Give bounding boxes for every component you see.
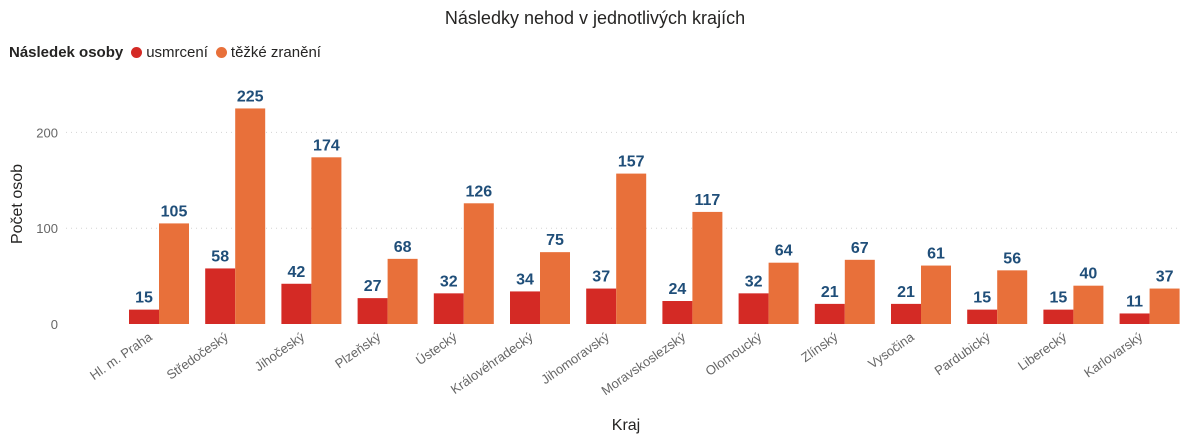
bar-usmrceni-jihomoravsky[interactable] [586,288,617,324]
bar-usmrceni-plzensky[interactable] [357,298,388,324]
legend-marker-usmrceni [131,47,143,58]
data-label-usmrceni-olomoucky: 32 [745,273,763,290]
x-axis-title: Kraj [612,417,640,434]
data-label-tezke-zraneni-pardubicky: 56 [1003,250,1021,267]
bar-tezke-zraneni-liberecky[interactable] [1073,285,1104,324]
data-label-usmrceni-moravskoslezsky: 24 [669,281,687,298]
legend-label-tezke-zraneni: těžké zranění [230,44,321,61]
data-label-tezke-zraneni-liberecky: 40 [1080,266,1098,283]
x-tick-label-pardubicky: Pardubický [932,329,994,378]
bar-usmrceni-zlinsky[interactable] [814,303,845,324]
data-label-usmrceni-hl-m-praha: 15 [135,290,153,307]
data-label-tezke-zraneni-karlovarsky: 37 [1156,269,1174,286]
data-label-usmrceni-ustecky: 32 [440,273,458,290]
bar-tezke-zraneni-zlinsky[interactable] [844,259,875,324]
legend-title: Následek osoby [9,44,124,61]
bar-tezke-zraneni-ustecky[interactable] [463,203,494,324]
data-label-usmrceni-plzensky: 27 [364,278,382,295]
bar-usmrceni-stredocesky[interactable] [205,268,236,324]
data-label-usmrceni-liberecky: 15 [1050,290,1068,307]
x-tick-label-kralovehradecky: Královéhradecký [448,329,536,397]
y-tick-label-100: 100 [36,221,58,236]
x-tick-label-moravskoslezsky: Moravskoslezský [598,329,688,398]
bar-usmrceni-pardubicky[interactable] [967,309,998,324]
bar-tezke-zraneni-karlovarsky[interactable] [1149,288,1180,324]
bar-tezke-zraneni-olomoucky[interactable] [768,262,799,324]
bar-tezke-zraneni-plzensky[interactable] [387,258,418,324]
x-axis-ticks: Hl. m. Praha Středočeský Jihočeský Plzeňský… [87,329,1146,398]
data-label-tezke-zraneni-jihocesky: 174 [313,137,340,154]
data-label-tezke-zraneni-ustecky: 126 [465,183,492,200]
data-label-tezke-zraneni-vysocina: 61 [927,246,945,263]
data-label-tezke-zraneni-jihomoravsky: 157 [618,154,645,171]
x-tick-label-vysocina: Vysočina [865,329,917,372]
bar-tezke-zraneni-pardubicky[interactable] [997,270,1028,324]
x-tick-label-olomoucky: Olomoucký [702,329,764,379]
data-label-usmrceni-kralovehradecky: 34 [516,271,534,288]
bar-tezke-zraneni-jihomoravsky[interactable] [616,173,647,324]
legend-item-usmrceni[interactable]: usmrcení [131,44,208,61]
x-tick-label-plzensky: Plzeňský [332,329,384,371]
data-label-tezke-zraneni-stredocesky: 225 [237,88,264,105]
legend: Následek osoby usmrcení těžké zranění [9,44,329,61]
bar-usmrceni-karlovarsky[interactable] [1119,313,1150,324]
bar-usmrceni-vysocina[interactable] [891,303,921,324]
legend-marker-tezke-zraneni [215,47,227,58]
data-label-tezke-zraneni-olomoucky: 64 [775,243,793,260]
legend-label-usmrceni: usmrcení [146,44,208,61]
y-axis-title: Počet osob [9,164,26,244]
data-label-usmrceni-karlovarsky: 11 [1126,293,1143,310]
bar-usmrceni-jihocesky[interactable] [281,283,312,324]
data-label-usmrceni-pardubicky: 15 [973,290,991,307]
bar-tezke-zraneni-hl-m-praha[interactable] [159,223,189,324]
data-label-usmrceni-jihocesky: 42 [288,264,306,281]
bar-usmrceni-ustecky[interactable] [433,293,464,324]
y-tick-label-0: 0 [51,317,58,332]
data-label-usmrceni-zlinsky: 21 [821,284,839,301]
chart-title: Následky nehod v jednotlivých krajích [444,8,746,28]
y-axis-ticks: 0 100 200 [36,125,58,332]
bar-tezke-zraneni-kralovehradecky[interactable] [540,252,570,324]
bar-tezke-zraneni-moravskoslezsky[interactable] [692,211,723,324]
x-tick-label-jihocesky: Jihočeský [252,329,308,374]
data-label-tezke-zraneni-kralovehradecky: 75 [546,232,564,249]
data-label-tezke-zraneni-zlinsky: 67 [851,240,869,257]
data-label-usmrceni-stredocesky: 58 [211,248,229,265]
bar-tezke-zraneni-vysocina[interactable] [921,265,951,324]
bar-tezke-zraneni-stredocesky[interactable] [235,108,266,324]
x-tick-label-liberecky: Liberecký [1015,329,1070,373]
x-tick-label-zlinsky: Zlínský [798,329,841,365]
data-label-tezke-zraneni-plzensky: 68 [394,239,412,256]
data-label-usmrceni-vysocina: 21 [897,284,915,301]
x-tick-label-karlovarsky: Karlovarský [1081,329,1146,381]
data-labels: 15 105 58 225 42 174 27 68 32 126 34 75 37 157 24 117 32… [135,88,1173,310]
x-tick-label-jihomoravsky: Jihomoravský [538,329,612,387]
x-tick-label-stredocesky: Středočeský [164,329,232,383]
data-label-tezke-zraneni-moravskoslezsky: 117 [694,192,720,209]
bar-usmrceni-liberecky[interactable] [1043,309,1074,324]
x-tick-label-hl-m-praha: Hl. m. Praha [87,329,155,383]
bar-usmrceni-olomoucky[interactable] [738,293,769,324]
legend-item-tezke-zraneni[interactable]: těžké zranění [215,44,321,61]
bars [129,108,1180,324]
y-tick-label-200: 200 [36,125,58,140]
data-label-usmrceni-jihomoravsky: 37 [592,269,610,286]
bar-usmrceni-hl-m-praha[interactable] [129,309,159,324]
data-label-tezke-zraneni-hl-m-praha: 105 [161,203,188,220]
bar-usmrceni-kralovehradecky[interactable] [510,291,540,324]
x-tick-label-ustecky: Ústecký [413,329,460,368]
bar-tezke-zraneni-jihocesky[interactable] [311,157,342,324]
bar-usmrceni-moravskoslezsky[interactable] [662,301,693,324]
